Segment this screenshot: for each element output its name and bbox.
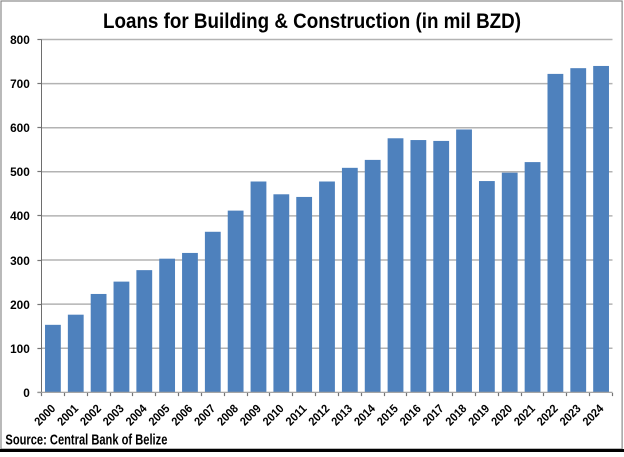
svg-text:Source: Central Bank of Belize: Source: Central Bank of Belize xyxy=(5,432,167,449)
svg-text:300: 300 xyxy=(10,254,30,268)
svg-text:400: 400 xyxy=(10,209,30,223)
svg-text:100: 100 xyxy=(10,342,30,356)
svg-text:700: 700 xyxy=(10,77,30,91)
svg-text:200: 200 xyxy=(10,298,30,312)
svg-text:Loans for Building & Construct: Loans for Building & Construction (in mi… xyxy=(103,10,521,33)
svg-text:0: 0 xyxy=(23,386,30,400)
svg-text:600: 600 xyxy=(10,121,30,135)
svg-text:500: 500 xyxy=(10,165,30,179)
svg-text:800: 800 xyxy=(10,33,30,47)
